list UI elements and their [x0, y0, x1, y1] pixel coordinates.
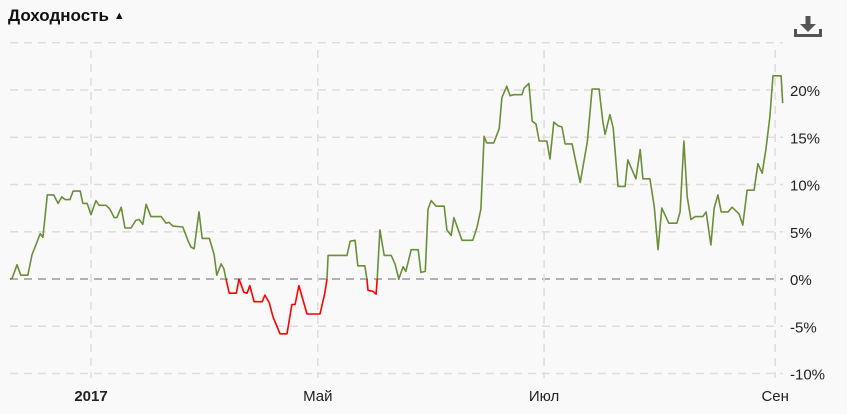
chart-title-text: Доходность: [8, 6, 109, 25]
x-tick-label: Май: [303, 388, 332, 405]
y-tick-label: -10%: [790, 367, 825, 384]
series-line-negative: [10, 279, 400, 335]
x-tick-label: 2017: [74, 388, 107, 405]
y-tick-label: 20%: [790, 83, 820, 100]
y-tick-label: 15%: [790, 130, 820, 147]
y-tick-label: 5%: [790, 225, 812, 242]
series: [9, 75, 784, 335]
y-tick-label: 0%: [790, 272, 812, 289]
axis-labels: 20% 15% 10% 5% 0% -5% -10% 2017 Май Июл Сен: [74, 83, 825, 405]
grid: [10, 42, 783, 378]
y-tick-label: 10%: [790, 178, 820, 195]
download-icon[interactable]: [791, 14, 825, 38]
x-tick-label: Июл: [529, 388, 559, 405]
triangle-up-icon[interactable]: ▲: [113, 10, 125, 22]
chart-title[interactable]: Доходность ▲: [8, 6, 125, 26]
x-tick-label: Сен: [761, 388, 788, 405]
series-line-positive: [9, 75, 784, 279]
y-tick-label: -5%: [790, 319, 817, 336]
